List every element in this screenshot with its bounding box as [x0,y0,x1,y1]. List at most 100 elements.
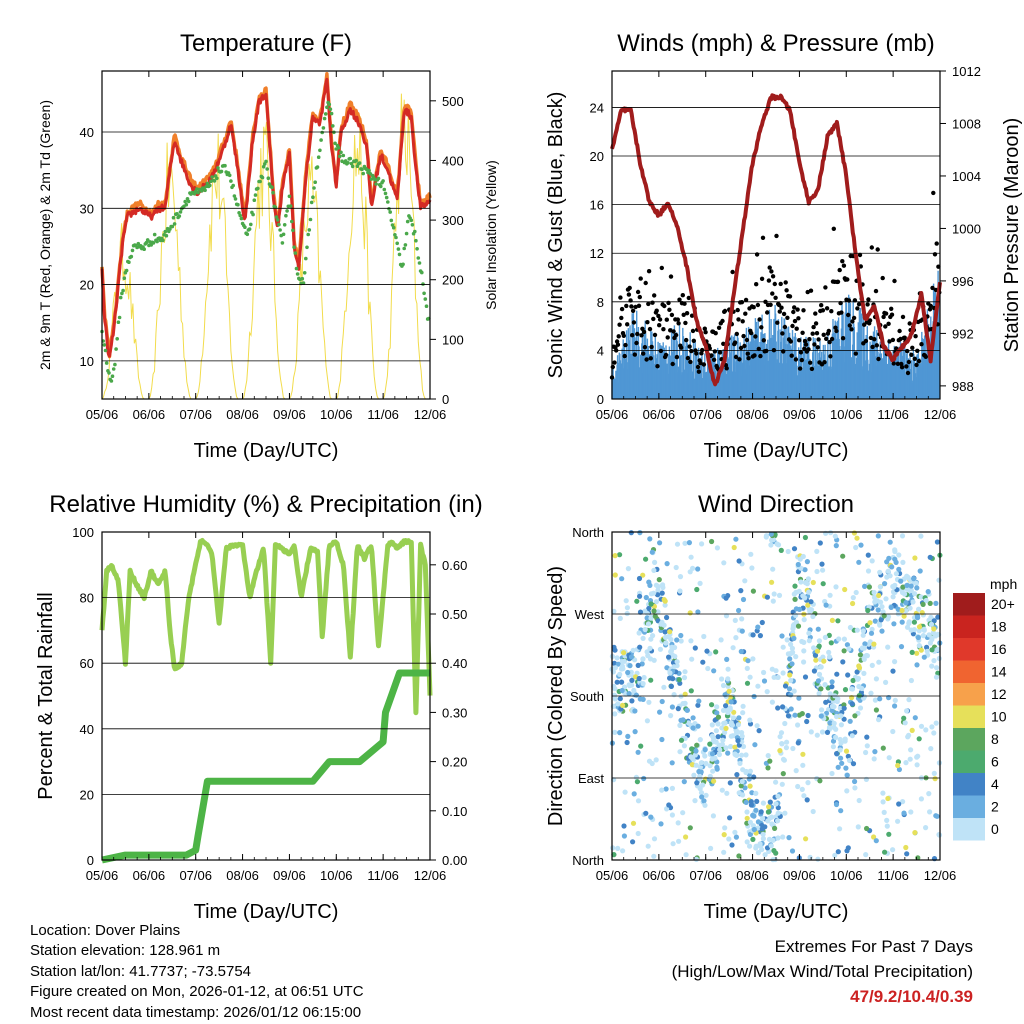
direction-point [776,592,783,599]
gust-point [876,356,881,362]
location-text: Location: Dover Plains [30,922,181,939]
dewpoint-point [118,295,123,300]
gust-point [652,332,658,338]
rh-panel: Relative Humidity (%) & Precipitation (i… [35,491,483,923]
direction-point [914,613,921,619]
dewpoint-point [232,194,237,198]
dewpoint-point [155,239,159,244]
gust-point [730,269,735,275]
direction-point [694,586,700,593]
direction-point [923,825,929,831]
direction-point [647,656,654,662]
gust-point [824,306,830,311]
dewpoint-point [311,195,315,199]
direction-point [736,715,742,721]
direction-point [654,592,661,598]
direction-point [738,783,744,789]
direction-point [705,665,711,672]
direction-point [657,540,663,546]
direction-point [637,593,643,599]
gust-point [741,333,746,339]
direction-point [655,609,661,615]
direction-point [740,710,746,716]
direction-point [744,815,750,821]
direction-point [702,747,708,753]
direction-point [621,658,628,664]
direction-point [750,812,756,819]
direction-point [642,626,648,633]
gust-point [886,321,891,326]
gust-point [809,366,815,372]
gust-point [874,343,879,348]
direction-point [852,785,858,791]
direction-point [621,823,627,829]
gust-point [646,269,652,274]
direction-point [712,755,718,761]
legend-swatch [953,593,985,616]
direction-point [635,798,642,804]
direction-point [864,825,870,832]
direction-point [747,674,753,680]
gust-point [758,353,763,359]
gust-point [759,325,764,330]
direction-point [634,598,640,604]
direction-point [698,790,705,796]
gust-point [709,353,714,358]
direction-point [656,577,662,583]
direction-point [740,596,747,603]
direction-point [833,713,840,720]
direction-point [630,839,636,845]
gust-point [742,343,747,349]
direction-point [836,636,842,642]
direction-point [927,600,933,607]
direction-point [792,596,798,602]
direction-point [850,761,857,767]
gust-point [779,305,784,310]
direction-point [734,772,740,778]
direction-point [641,674,647,681]
direction-point [702,802,708,808]
direction-point [844,788,850,794]
dewpoint-point [215,176,219,181]
gust-point [811,324,816,330]
direction-point [731,709,737,715]
direction-point [620,848,626,854]
dewpoint-point [170,224,175,229]
direction-point [640,635,646,642]
direction-point [855,676,861,682]
direction-point [755,683,761,689]
dewpoint-point [403,243,408,247]
direction-point [725,750,731,756]
direction-point [795,623,802,629]
legend-label: 6 [991,754,999,770]
direction-point [697,764,704,770]
gust-point [890,337,896,343]
direction-point [864,734,870,740]
direction-point [655,587,661,593]
direction-point [881,809,887,816]
dewpoint-point [117,315,122,320]
dewpoint-point [357,161,362,165]
gust-point [803,342,809,347]
direction-point [806,638,812,644]
direction-point [902,720,908,726]
direction-point [761,669,767,676]
direction-point [720,682,727,689]
gust-point [821,332,826,337]
dewpoint-point [245,232,250,237]
gust-point [743,297,749,303]
dewpoint-point [323,112,328,116]
direction-point [819,707,825,713]
gust-point [826,328,831,334]
station-info: Location: Dover Plains Station elevation… [30,921,364,1023]
gust-point [787,294,793,299]
legend-label: 16 [991,641,1007,657]
rh-y2tick-label: 0.60 [442,558,467,573]
dewpoint-point [318,148,322,153]
direction-point [662,634,669,641]
direction-point [816,638,823,644]
direction-point [730,733,736,739]
rh-xtick-label: 08/06 [226,868,259,883]
direction-point [824,729,831,736]
dewpoint-point [110,374,115,379]
